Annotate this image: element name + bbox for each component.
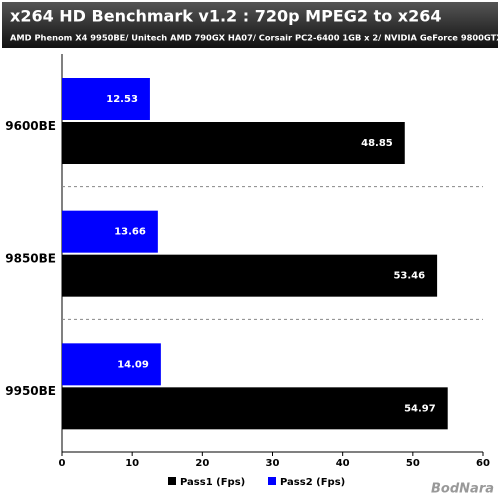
value-label: 12.53	[106, 94, 138, 105]
legend-label: Pass2 (Fps)	[280, 477, 345, 488]
x-tick-label: 0	[59, 458, 66, 469]
bar	[62, 78, 150, 120]
value-label: 13.66	[114, 227, 146, 238]
bar	[62, 210, 158, 253]
value-label: 48.85	[361, 138, 393, 149]
chart-title: x264 HD Benchmark v1.2 : 720p MPEG2 to x…	[10, 7, 442, 26]
bar	[62, 387, 448, 430]
legend-swatch	[268, 477, 276, 485]
x-tick-label: 40	[336, 458, 350, 469]
legend-swatch	[168, 477, 176, 485]
y-tick-label: 9600BE	[5, 119, 56, 133]
bar	[62, 343, 161, 386]
bar	[62, 122, 405, 164]
value-label: 54.97	[404, 403, 436, 414]
x-tick-label: 60	[476, 458, 490, 469]
x-tick-label: 10	[125, 458, 139, 469]
y-tick-label: 9950BE	[5, 384, 56, 398]
header	[2, 2, 498, 48]
x-tick-label: 30	[266, 458, 280, 469]
bar	[62, 254, 438, 297]
value-label: 14.09	[117, 359, 149, 370]
value-label: 53.46	[393, 271, 425, 282]
chart-subtitle: AMD Phenom X4 9950BE/ Unitech AMD 790GX …	[10, 33, 500, 43]
watermark: BodNara	[431, 482, 494, 497]
legend-label: Pass1 (Fps)	[180, 477, 245, 488]
x-tick-label: 20	[195, 458, 209, 469]
x-tick-label: 50	[406, 458, 420, 469]
y-tick-label: 9850BE	[5, 252, 56, 266]
